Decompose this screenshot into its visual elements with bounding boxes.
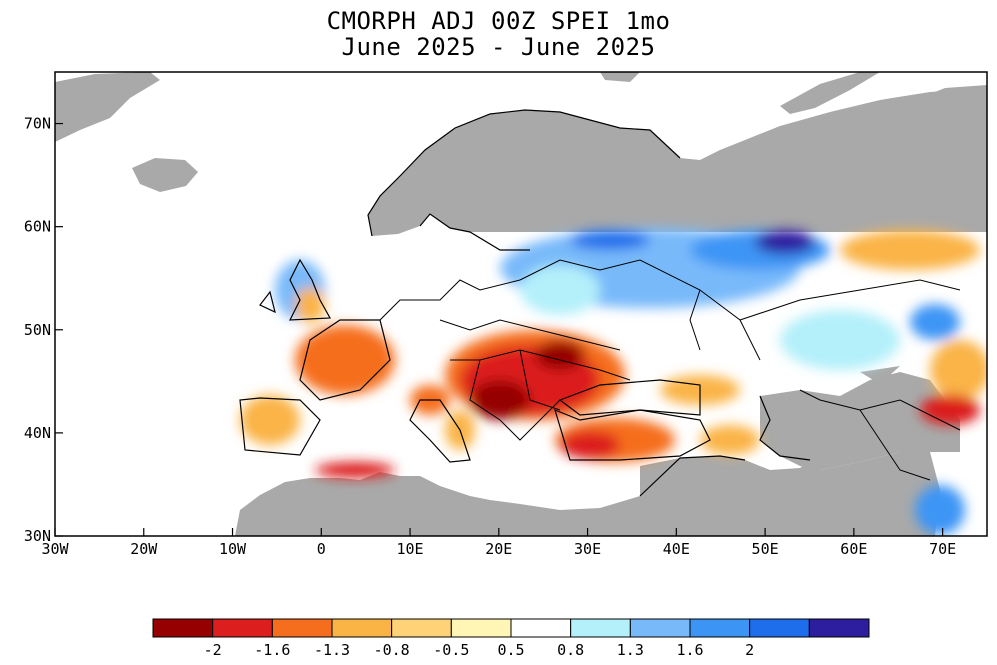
colorbar-swatch bbox=[749, 618, 810, 638]
map-layers bbox=[55, 72, 987, 536]
country-borders bbox=[379, 259, 961, 481]
colorbar-swatch bbox=[212, 618, 273, 638]
colorbar-swatch bbox=[450, 618, 512, 638]
colorbar-swatch bbox=[510, 618, 572, 638]
lat-tick-label: 40N bbox=[24, 424, 51, 442]
lon-tick-label: 60E bbox=[840, 540, 867, 558]
colorbar-swatch bbox=[629, 618, 691, 638]
colorbar-label: 1.6 bbox=[676, 641, 703, 659]
lon-tick-label: 10E bbox=[397, 540, 424, 558]
lat-tick-label: 50N bbox=[24, 321, 51, 339]
colorbar: -2 -1.6 -1.3 -0.8 -0.5 0.5 0.8 1.3 1.6 2 bbox=[152, 618, 870, 659]
colorbar-swatch bbox=[570, 618, 631, 638]
lon-tick-label: 20E bbox=[485, 540, 512, 558]
axis-ticks: 30W 20W 10W 0 10E 20E 30E 40E 50E 60E 70E 70N 60N 50N… bbox=[24, 115, 956, 558]
colorbar-swatch bbox=[689, 618, 751, 638]
map-period: June 2025 - June 2025 bbox=[341, 33, 656, 61]
colorbar-swatch bbox=[808, 618, 870, 638]
lon-tick-label: 40E bbox=[663, 540, 690, 558]
lon-tick-label: 30E bbox=[574, 540, 601, 558]
coastlines bbox=[239, 109, 811, 497]
colorbar-label: -0.5 bbox=[433, 641, 469, 659]
lon-tick-label: 20W bbox=[130, 540, 158, 558]
colorbar-label: -0.8 bbox=[374, 641, 410, 659]
colorbar-swatch bbox=[391, 618, 452, 638]
lat-tick-label: 70N bbox=[24, 115, 51, 133]
nodata-land-areas bbox=[55, 72, 987, 536]
colorbar-label: 2 bbox=[745, 641, 754, 659]
lat-tick-label: 60N bbox=[24, 218, 51, 236]
colorbar-label: 0.5 bbox=[497, 641, 524, 659]
colorbar-label: 0.8 bbox=[557, 641, 584, 659]
lon-tick-label: 30W bbox=[41, 540, 69, 558]
lon-tick-label: 10W bbox=[219, 540, 247, 558]
lon-tick-label: 70E bbox=[929, 540, 956, 558]
colorbar-swatch bbox=[271, 618, 333, 638]
lat-tick-label: 30N bbox=[24, 527, 51, 545]
colorbar-swatch bbox=[331, 618, 393, 638]
colorbar-label: 1.3 bbox=[617, 641, 644, 659]
map-frame bbox=[54, 71, 988, 537]
colorbar-label: -1.6 bbox=[254, 641, 290, 659]
lon-tick-label: 0 bbox=[317, 540, 326, 558]
map-title: CMORPH ADJ 00Z SPEI 1mo bbox=[326, 7, 671, 35]
colorbar-swatch bbox=[152, 618, 214, 638]
colorbar-label: -2 bbox=[204, 641, 222, 659]
lon-tick-label: 50E bbox=[752, 540, 779, 558]
colorbar-label: -1.3 bbox=[314, 641, 350, 659]
